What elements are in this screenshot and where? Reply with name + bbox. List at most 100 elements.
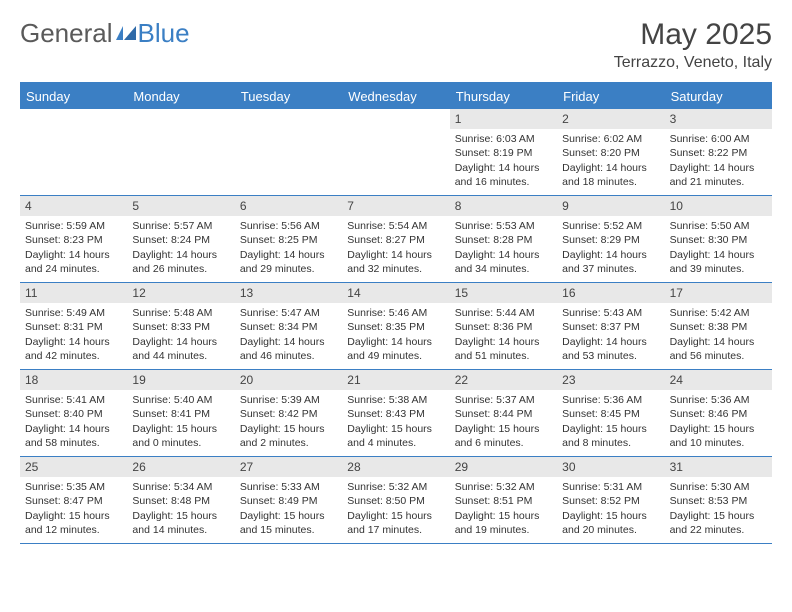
sunrise-text: Sunrise: 5:36 AM xyxy=(670,393,767,407)
sunrise-text: Sunrise: 5:56 AM xyxy=(240,219,337,233)
daylight-text: Daylight: 14 hours and 21 minutes. xyxy=(670,161,767,189)
day-number: 21 xyxy=(342,370,449,390)
sunset-text: Sunset: 8:52 PM xyxy=(562,494,659,508)
day-cell: 17Sunrise: 5:42 AMSunset: 8:38 PMDayligh… xyxy=(665,283,772,369)
day-number: 25 xyxy=(20,457,127,477)
day-cell: 22Sunrise: 5:37 AMSunset: 8:44 PMDayligh… xyxy=(450,370,557,456)
daylight-text: Daylight: 14 hours and 39 minutes. xyxy=(670,248,767,276)
day-cell: 30Sunrise: 5:31 AMSunset: 8:52 PMDayligh… xyxy=(557,457,664,543)
day-body: Sunrise: 5:54 AMSunset: 8:27 PMDaylight:… xyxy=(342,218,449,280)
day-number: 2 xyxy=(557,109,664,129)
day-cell: 24Sunrise: 5:36 AMSunset: 8:46 PMDayligh… xyxy=(665,370,772,456)
day-body: Sunrise: 5:56 AMSunset: 8:25 PMDaylight:… xyxy=(235,218,342,280)
brand-part2: Blue xyxy=(138,18,190,49)
sunset-text: Sunset: 8:46 PM xyxy=(670,407,767,421)
sunset-text: Sunset: 8:22 PM xyxy=(670,146,767,160)
day-body: Sunrise: 5:35 AMSunset: 8:47 PMDaylight:… xyxy=(20,479,127,541)
sunrise-text: Sunrise: 5:39 AM xyxy=(240,393,337,407)
sunrise-text: Sunrise: 6:03 AM xyxy=(455,132,552,146)
brand-logo: General Blue xyxy=(20,18,190,49)
day-number: 7 xyxy=(342,196,449,216)
daylight-text: Daylight: 14 hours and 24 minutes. xyxy=(25,248,122,276)
sunset-text: Sunset: 8:37 PM xyxy=(562,320,659,334)
day-cell: 29Sunrise: 5:32 AMSunset: 8:51 PMDayligh… xyxy=(450,457,557,543)
header: General Blue May 2025 Terrazzo, Veneto, … xyxy=(20,18,772,72)
daylight-text: Daylight: 14 hours and 18 minutes. xyxy=(562,161,659,189)
daylight-text: Daylight: 14 hours and 44 minutes. xyxy=(132,335,229,363)
day-cell: 10Sunrise: 5:50 AMSunset: 8:30 PMDayligh… xyxy=(665,196,772,282)
day-body: Sunrise: 5:37 AMSunset: 8:44 PMDaylight:… xyxy=(450,392,557,454)
day-number: 15 xyxy=(450,283,557,303)
sunset-text: Sunset: 8:34 PM xyxy=(240,320,337,334)
calendar: Sunday Monday Tuesday Wednesday Thursday… xyxy=(20,82,772,544)
sunrise-text: Sunrise: 5:46 AM xyxy=(347,306,444,320)
sunrise-text: Sunrise: 5:36 AM xyxy=(562,393,659,407)
daylight-text: Daylight: 14 hours and 46 minutes. xyxy=(240,335,337,363)
sunset-text: Sunset: 8:47 PM xyxy=(25,494,122,508)
day-number: 27 xyxy=(235,457,342,477)
day-cell: 19Sunrise: 5:40 AMSunset: 8:41 PMDayligh… xyxy=(127,370,234,456)
sunset-text: Sunset: 8:44 PM xyxy=(455,407,552,421)
day-body: Sunrise: 5:44 AMSunset: 8:36 PMDaylight:… xyxy=(450,305,557,367)
daylight-text: Daylight: 15 hours and 22 minutes. xyxy=(670,509,767,537)
daylight-text: Daylight: 15 hours and 8 minutes. xyxy=(562,422,659,450)
sunrise-text: Sunrise: 5:49 AM xyxy=(25,306,122,320)
day-cell: 20Sunrise: 5:39 AMSunset: 8:42 PMDayligh… xyxy=(235,370,342,456)
sunset-text: Sunset: 8:29 PM xyxy=(562,233,659,247)
day-body: Sunrise: 5:34 AMSunset: 8:48 PMDaylight:… xyxy=(127,479,234,541)
day-cell: 8Sunrise: 5:53 AMSunset: 8:28 PMDaylight… xyxy=(450,196,557,282)
day-cell: 2Sunrise: 6:02 AMSunset: 8:20 PMDaylight… xyxy=(557,109,664,195)
sunset-text: Sunset: 8:31 PM xyxy=(25,320,122,334)
day-body: Sunrise: 5:32 AMSunset: 8:50 PMDaylight:… xyxy=(342,479,449,541)
day-body: Sunrise: 5:43 AMSunset: 8:37 PMDaylight:… xyxy=(557,305,664,367)
day-header: Saturday xyxy=(665,84,772,109)
week-row: 25Sunrise: 5:35 AMSunset: 8:47 PMDayligh… xyxy=(20,457,772,544)
daylight-text: Daylight: 15 hours and 14 minutes. xyxy=(132,509,229,537)
location: Terrazzo, Veneto, Italy xyxy=(614,54,772,72)
day-number: 1 xyxy=(450,109,557,129)
sunset-text: Sunset: 8:33 PM xyxy=(132,320,229,334)
daylight-text: Daylight: 15 hours and 0 minutes. xyxy=(132,422,229,450)
day-header: Friday xyxy=(557,84,664,109)
sunrise-text: Sunrise: 5:37 AM xyxy=(455,393,552,407)
month-title: May 2025 xyxy=(614,18,772,52)
day-cell: 14Sunrise: 5:46 AMSunset: 8:35 PMDayligh… xyxy=(342,283,449,369)
daylight-text: Daylight: 14 hours and 32 minutes. xyxy=(347,248,444,276)
day-body: Sunrise: 5:38 AMSunset: 8:43 PMDaylight:… xyxy=(342,392,449,454)
day-body: Sunrise: 5:30 AMSunset: 8:53 PMDaylight:… xyxy=(665,479,772,541)
day-cell: 6Sunrise: 5:56 AMSunset: 8:25 PMDaylight… xyxy=(235,196,342,282)
sunset-text: Sunset: 8:38 PM xyxy=(670,320,767,334)
day-body: Sunrise: 5:31 AMSunset: 8:52 PMDaylight:… xyxy=(557,479,664,541)
day-number: 10 xyxy=(665,196,772,216)
sunset-text: Sunset: 8:51 PM xyxy=(455,494,552,508)
day-number: 13 xyxy=(235,283,342,303)
day-header: Tuesday xyxy=(235,84,342,109)
day-number: 17 xyxy=(665,283,772,303)
sunset-text: Sunset: 8:48 PM xyxy=(132,494,229,508)
day-body: Sunrise: 5:57 AMSunset: 8:24 PMDaylight:… xyxy=(127,218,234,280)
week-row: 11Sunrise: 5:49 AMSunset: 8:31 PMDayligh… xyxy=(20,283,772,370)
day-body: Sunrise: 5:32 AMSunset: 8:51 PMDaylight:… xyxy=(450,479,557,541)
sunset-text: Sunset: 8:30 PM xyxy=(670,233,767,247)
day-body: Sunrise: 5:49 AMSunset: 8:31 PMDaylight:… xyxy=(20,305,127,367)
day-body: Sunrise: 5:36 AMSunset: 8:46 PMDaylight:… xyxy=(665,392,772,454)
week-row: 4Sunrise: 5:59 AMSunset: 8:23 PMDaylight… xyxy=(20,196,772,283)
day-body: Sunrise: 6:02 AMSunset: 8:20 PMDaylight:… xyxy=(557,131,664,193)
sunrise-text: Sunrise: 5:52 AM xyxy=(562,219,659,233)
sunset-text: Sunset: 8:20 PM xyxy=(562,146,659,160)
day-number: 8 xyxy=(450,196,557,216)
day-body: Sunrise: 6:00 AMSunset: 8:22 PMDaylight:… xyxy=(665,131,772,193)
day-number: 3 xyxy=(665,109,772,129)
day-cell: 26Sunrise: 5:34 AMSunset: 8:48 PMDayligh… xyxy=(127,457,234,543)
day-cell: 23Sunrise: 5:36 AMSunset: 8:45 PMDayligh… xyxy=(557,370,664,456)
day-body: Sunrise: 5:46 AMSunset: 8:35 PMDaylight:… xyxy=(342,305,449,367)
day-header: Monday xyxy=(127,84,234,109)
sunset-text: Sunset: 8:53 PM xyxy=(670,494,767,508)
day-number: 4 xyxy=(20,196,127,216)
sunrise-text: Sunrise: 5:59 AM xyxy=(25,219,122,233)
daylight-text: Daylight: 15 hours and 15 minutes. xyxy=(240,509,337,537)
day-body: Sunrise: 5:52 AMSunset: 8:29 PMDaylight:… xyxy=(557,218,664,280)
day-cell: 21Sunrise: 5:38 AMSunset: 8:43 PMDayligh… xyxy=(342,370,449,456)
day-cell: 31Sunrise: 5:30 AMSunset: 8:53 PMDayligh… xyxy=(665,457,772,543)
daylight-text: Daylight: 14 hours and 42 minutes. xyxy=(25,335,122,363)
